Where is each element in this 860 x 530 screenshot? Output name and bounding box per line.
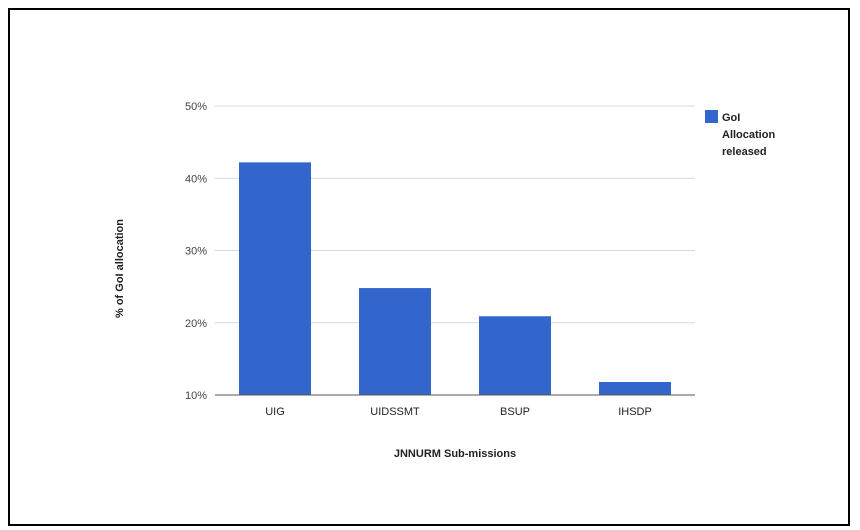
y-tick-label: 30% [185, 246, 207, 258]
x-tick-label: BSUP [500, 406, 530, 418]
legend-label-line-2: Allocation [722, 129, 775, 141]
x-tick-label: UIG [265, 406, 285, 418]
y-tick-label: 20% [185, 318, 207, 330]
legend-swatch [705, 110, 718, 123]
x-tick-label: IHSDP [618, 406, 652, 418]
chart-frame: 10% 20% 30% 40% 50% UIG UIDSSMT BSUP IHSDP JNNU… [8, 8, 850, 526]
bar-ihsdp [599, 381, 671, 395]
bar-bsup [479, 316, 551, 395]
legend: GoI Allocation released [705, 110, 775, 158]
x-axis-ticks: UIG UIDSSMT BSUP IHSDP [265, 406, 652, 418]
bar-chart: 10% 20% 30% 40% 50% UIG UIDSSMT BSUP IHSDP JNNU… [114, 101, 775, 460]
bars [215, 162, 695, 396]
y-tick-label: 50% [185, 101, 207, 113]
legend-label-line-3: released [722, 146, 767, 158]
legend-label-line-1: GoI [722, 112, 740, 124]
y-tick-label: 10% [185, 390, 207, 402]
y-tick-label: 40% [185, 173, 207, 185]
bar-uidssmt [359, 288, 431, 395]
y-axis-ticks: 10% 20% 30% 40% 50% [185, 101, 207, 402]
bar-uig [239, 162, 311, 395]
x-tick-label: UIDSSMT [370, 406, 420, 418]
y-axis-title: % of GoI allocation [114, 219, 126, 318]
x-axis-title: JNNURM Sub-missions [394, 448, 516, 460]
